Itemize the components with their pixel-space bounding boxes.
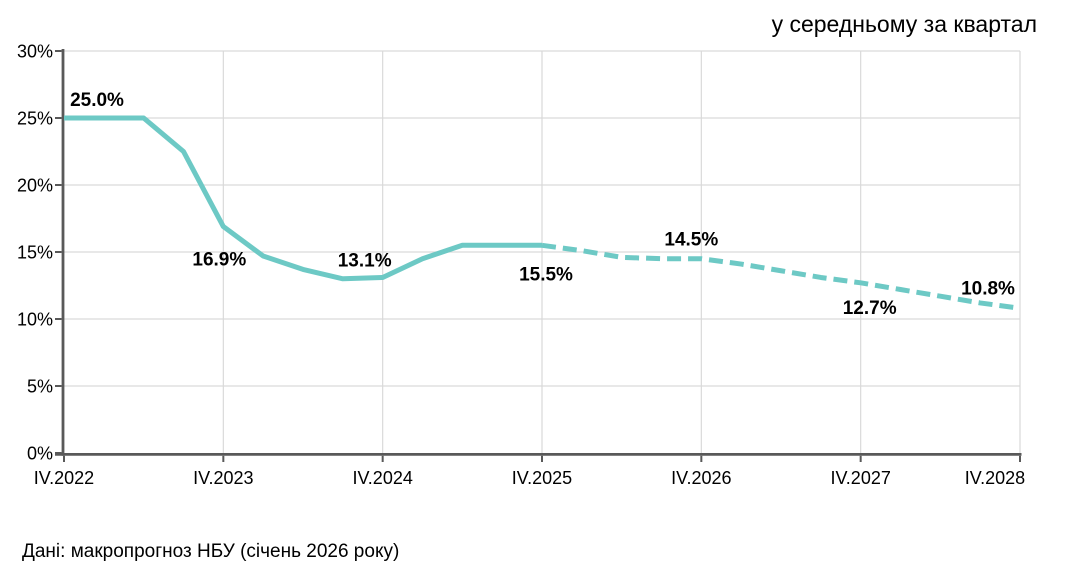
data-label: 13.1%	[338, 250, 392, 271]
y-tick-label: 10%	[17, 310, 53, 330]
y-tick-label: 25%	[17, 109, 53, 129]
x-tick-label: IV.2028	[965, 468, 1025, 488]
data-label: 15.5%	[519, 264, 573, 285]
data-label: 12.7%	[843, 298, 897, 319]
y-tick-label: 30%	[17, 42, 53, 62]
y-tick-label: 20%	[17, 176, 53, 196]
y-tick-label: 0%	[27, 444, 53, 464]
x-tick-label: IV.2026	[671, 468, 731, 488]
data-label: 16.9%	[192, 250, 246, 271]
x-tick-label: IV.2027	[830, 468, 890, 488]
x-tick-label: IV.2022	[34, 468, 94, 488]
data-label: 10.8%	[961, 278, 1015, 299]
chart-title: у середньому за квартал	[771, 11, 1037, 37]
y-tick-label: 15%	[17, 243, 53, 263]
x-tick-label: IV.2024	[352, 468, 412, 488]
x-tick-label: IV.2023	[193, 468, 253, 488]
x-tick-label: IV.2025	[512, 468, 572, 488]
series-dashed-line	[541, 242, 1021, 311]
data-label: 25.0%	[70, 90, 124, 111]
series-solid-line	[64, 115, 542, 282]
line-chart-canvas: 0% 5% 10% 15% 20% 25% 30% IV.2022 IV.2023 IV.2024…	[17, 42, 1025, 489]
y-tick-label: 5%	[27, 377, 53, 397]
data-label: 14.5%	[664, 230, 718, 251]
source-note: Дані: макропрогноз НБУ (січень 2026 року…	[22, 541, 400, 562]
